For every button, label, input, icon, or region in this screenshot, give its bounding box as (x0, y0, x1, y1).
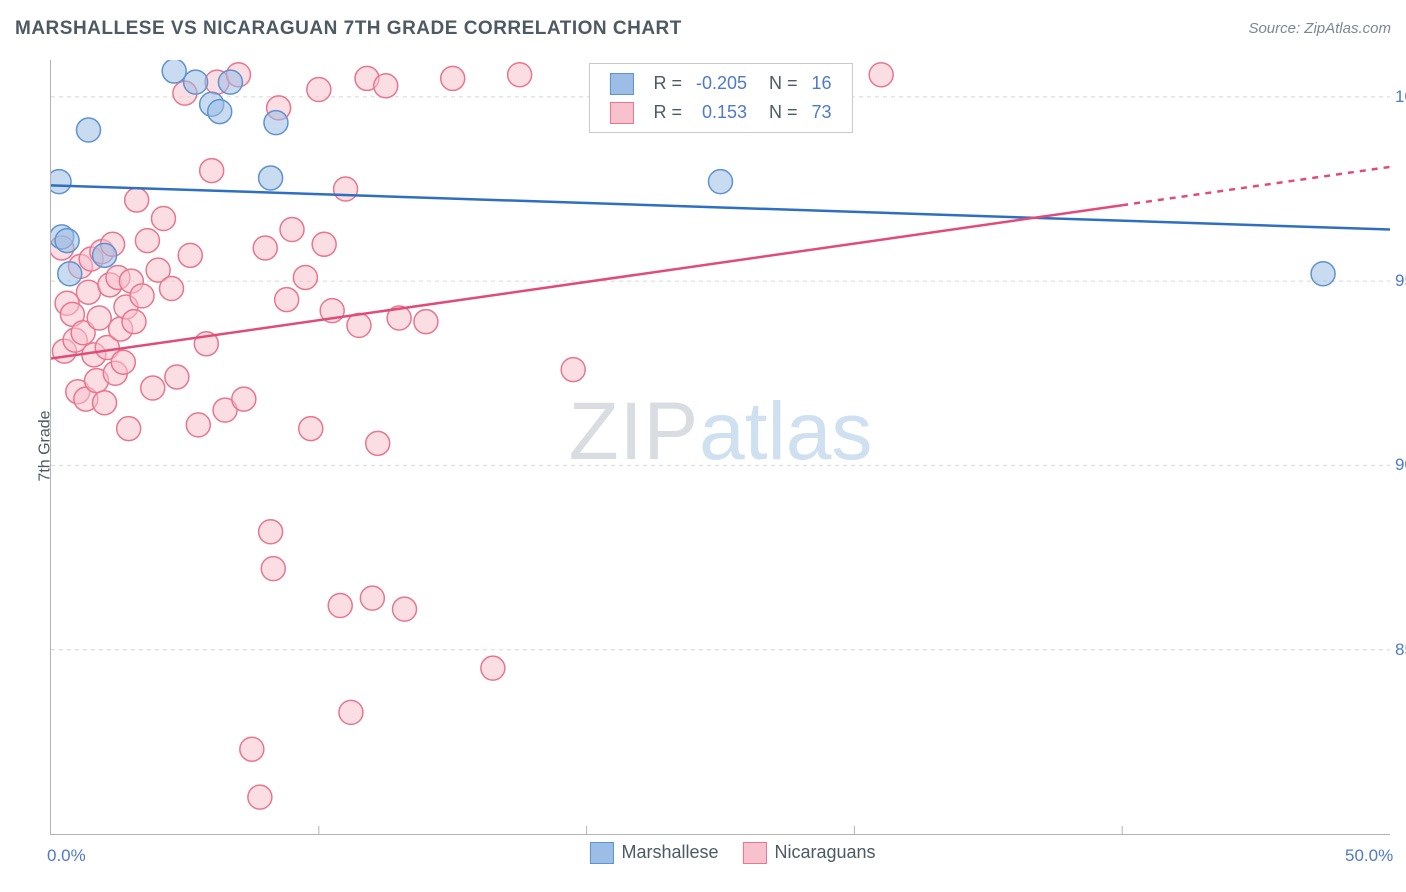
x-tick-label: 50.0% (1345, 846, 1393, 866)
legend-swatch (609, 102, 633, 124)
legend-label: Marshallese (621, 842, 718, 862)
y-tick-label: 95.0% (1395, 271, 1406, 291)
stats-legend: R =-0.205N =16R =0.153N =73 (588, 63, 852, 133)
y-tick-label: 90.0% (1395, 455, 1406, 475)
legend-swatch (609, 73, 633, 95)
stats-row: R =0.153N =73 (603, 99, 837, 126)
chart-area: ZIPatlas R =-0.205N =16R =0.153N =73 Mar… (50, 60, 1390, 835)
legend-label: Nicaraguans (774, 842, 875, 862)
page-title: MARSHALLESE VS NICARAGUAN 7TH GRADE CORR… (15, 18, 682, 39)
legend-swatch (742, 842, 766, 864)
x-tick-label: 0.0% (47, 846, 86, 866)
chart-svg (51, 60, 1390, 834)
y-tick-label: 100.0% (1395, 87, 1406, 107)
series-legend: Marshallese Nicaraguans (565, 842, 875, 864)
y-tick-label: 85.0% (1395, 640, 1406, 660)
source-label: Source: ZipAtlas.com (1248, 20, 1391, 37)
legend-swatch (589, 842, 613, 864)
stats-row: R =-0.205N =16 (603, 70, 837, 97)
